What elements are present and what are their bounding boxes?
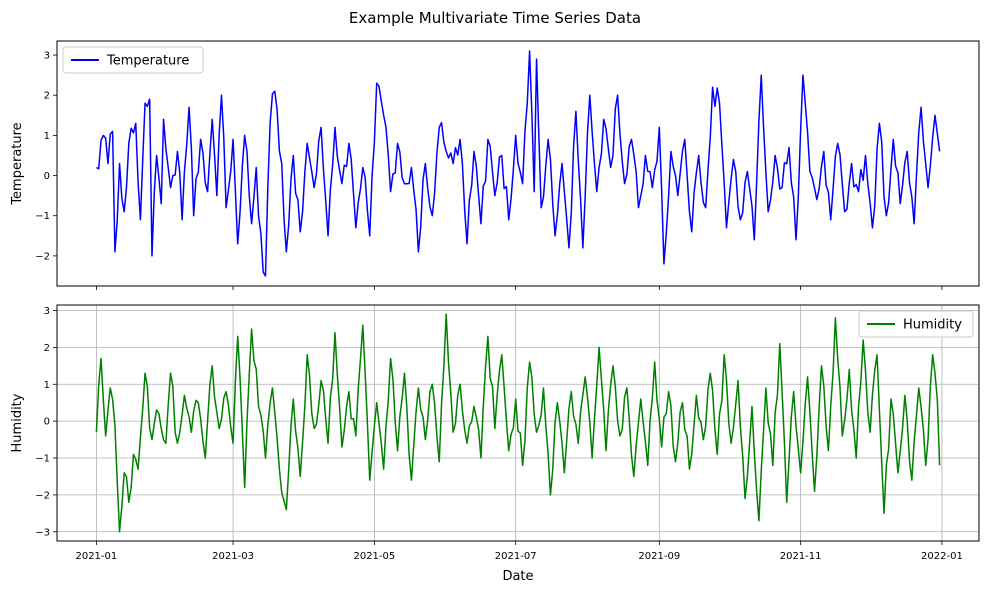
humidity-y-tick-label: −2 xyxy=(35,490,50,501)
x-tick-label: 2021-01 xyxy=(75,551,117,562)
humidity-legend-label: Humidity xyxy=(903,318,962,333)
humidity-series-line xyxy=(95,313,941,533)
temperature-y-tick-label: 1 xyxy=(44,131,50,142)
humidity-legend: Humidity xyxy=(858,310,974,338)
humidity-y-tick-label: −1 xyxy=(35,454,50,465)
temperature-y-axis-label: Temperature xyxy=(10,122,25,205)
temperature-y-tick-label: −1 xyxy=(35,211,50,222)
humidity-axes-frame xyxy=(56,304,980,542)
humidity-y-tick-label: 2 xyxy=(44,343,50,354)
temperature-legend-label: Temperature xyxy=(106,54,189,69)
humidity-y-ticks: −3 −2 −1 0 1 2 3 xyxy=(35,306,57,538)
humidity-y-tick-label: 1 xyxy=(44,380,50,391)
temperature-x-ticks xyxy=(95,286,943,290)
humidity-legend-box xyxy=(858,310,974,338)
temperature-axes-frame xyxy=(56,40,980,287)
x-tick-label: 2022-01 xyxy=(921,551,963,562)
humidity-y-axis-label: Humidity xyxy=(10,393,25,452)
temperature-legend-box xyxy=(62,46,204,74)
x-tick-label: 2021-09 xyxy=(638,551,680,562)
chart-title: Example Multivariate Time Series Data xyxy=(349,9,641,27)
humidity-y-tick-label: 3 xyxy=(44,306,50,317)
x-tick-label: 2021-07 xyxy=(495,551,537,562)
x-axis-label: Date xyxy=(502,569,533,584)
temperature-y-tick-label: 3 xyxy=(44,51,50,62)
x-tick-label: 2021-11 xyxy=(780,551,822,562)
temperature-legend: Temperature xyxy=(62,46,204,74)
humidity-y-tick-label: 0 xyxy=(44,417,50,428)
temperature-panel: −2 −1 0 1 2 3 Temperature Temperature xyxy=(10,40,980,290)
temperature-series-layer xyxy=(96,50,941,277)
temperature-series-line xyxy=(96,50,941,277)
humidity-grid xyxy=(57,305,979,541)
x-tick-label: 2021-05 xyxy=(353,551,395,562)
temperature-y-ticks: −2 −1 0 1 2 3 xyxy=(35,51,57,262)
humidity-x-ticks: 2021-01 2021-03 2021-05 2021-07 2021-09 2021-… xyxy=(75,541,963,562)
x-tick-label: 2021-03 xyxy=(212,551,254,562)
humidity-y-tick-label: −3 xyxy=(35,527,50,538)
temperature-y-tick-label: 0 xyxy=(44,171,50,182)
humidity-series-layer xyxy=(95,313,941,533)
temperature-y-tick-label: 2 xyxy=(44,91,50,102)
temperature-y-tick-label: −2 xyxy=(35,251,50,262)
